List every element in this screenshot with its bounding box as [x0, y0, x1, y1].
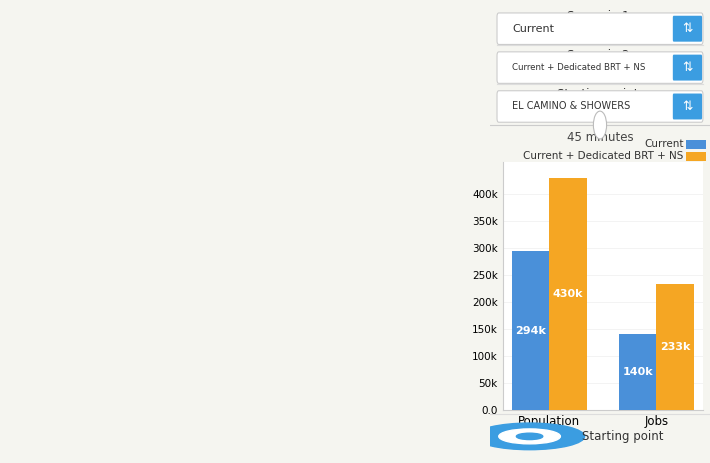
Text: Current: Current — [512, 24, 554, 34]
Text: Scenario 2:: Scenario 2: — [567, 49, 633, 62]
Bar — [656, 284, 694, 410]
Text: Scenario 1:: Scenario 1: — [567, 10, 633, 23]
Text: 430k: 430k — [553, 289, 584, 299]
Text: Current + Dedicated BRT + NS: Current + Dedicated BRT + NS — [512, 63, 645, 72]
Bar — [550, 178, 586, 410]
Text: Current + Dedicated BRT + NS: Current + Dedicated BRT + NS — [523, 151, 684, 162]
Text: Starting point:: Starting point: — [557, 88, 643, 100]
Circle shape — [498, 429, 560, 444]
Circle shape — [516, 433, 542, 439]
Text: EL CAMINO & SHOWERS: EL CAMINO & SHOWERS — [512, 101, 630, 112]
Text: 233k: 233k — [660, 342, 690, 352]
FancyBboxPatch shape — [497, 13, 703, 44]
Circle shape — [594, 111, 606, 139]
Text: 45 minutes: 45 minutes — [567, 131, 633, 144]
Text: Current: Current — [644, 139, 684, 150]
FancyBboxPatch shape — [497, 52, 703, 83]
Circle shape — [474, 423, 584, 450]
FancyBboxPatch shape — [673, 55, 702, 81]
Bar — [686, 140, 706, 149]
FancyBboxPatch shape — [673, 16, 702, 42]
Text: ⇅: ⇅ — [682, 100, 692, 113]
FancyBboxPatch shape — [673, 94, 702, 119]
Text: ⇅: ⇅ — [682, 61, 692, 74]
Text: 294k: 294k — [515, 325, 546, 336]
Bar — [686, 152, 706, 161]
Text: 140k: 140k — [622, 367, 653, 377]
Text: ⇅: ⇅ — [682, 22, 692, 35]
Bar — [619, 334, 656, 410]
Text: Starting point: Starting point — [582, 430, 664, 443]
Bar — [512, 251, 550, 410]
FancyBboxPatch shape — [497, 91, 703, 122]
